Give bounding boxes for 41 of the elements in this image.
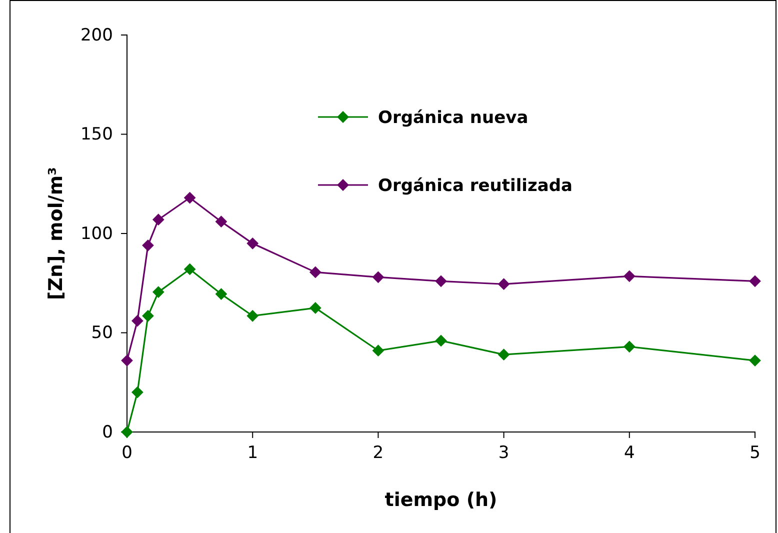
point <box>246 237 259 250</box>
point <box>435 275 447 288</box>
point <box>152 214 164 226</box>
point <box>215 288 228 300</box>
x-tick-label: 5 <box>750 443 760 463</box>
y-tick-label: 200 <box>80 25 113 46</box>
y-axis-title: [Zn], mol/m³ <box>45 167 67 300</box>
point <box>215 216 228 228</box>
point <box>498 348 510 361</box>
point <box>498 278 510 290</box>
y-tick-label: 100 <box>80 224 113 244</box>
x-tick-label: 2 <box>372 443 384 463</box>
x-axis-title: tiempo (h) <box>384 489 498 511</box>
legend-label: Orgánica nueva <box>378 108 528 128</box>
y-tick-label: 150 <box>80 124 113 145</box>
legend-label: Orgánica reutilizada <box>378 176 573 196</box>
point <box>372 271 384 284</box>
point <box>131 314 144 327</box>
point <box>246 310 259 322</box>
x-tick-label: 1 <box>247 443 258 463</box>
point <box>749 275 761 288</box>
point <box>152 286 164 298</box>
point <box>623 340 636 353</box>
point <box>435 334 447 347</box>
point <box>131 386 144 398</box>
point <box>309 302 322 314</box>
point <box>121 354 133 366</box>
x-tick-label: 0 <box>122 443 132 463</box>
point <box>623 270 636 282</box>
y-tick-label: 50 <box>91 323 113 344</box>
point <box>309 266 322 278</box>
point <box>184 192 196 204</box>
point <box>142 239 154 252</box>
point <box>142 310 154 322</box>
y-tick-label: 0 <box>102 422 113 442</box>
point <box>372 344 384 357</box>
point <box>749 354 761 366</box>
x-tick-label: 4 <box>624 443 635 463</box>
x-tick-label: 3 <box>498 443 510 463</box>
point <box>121 426 133 438</box>
point <box>184 263 196 276</box>
